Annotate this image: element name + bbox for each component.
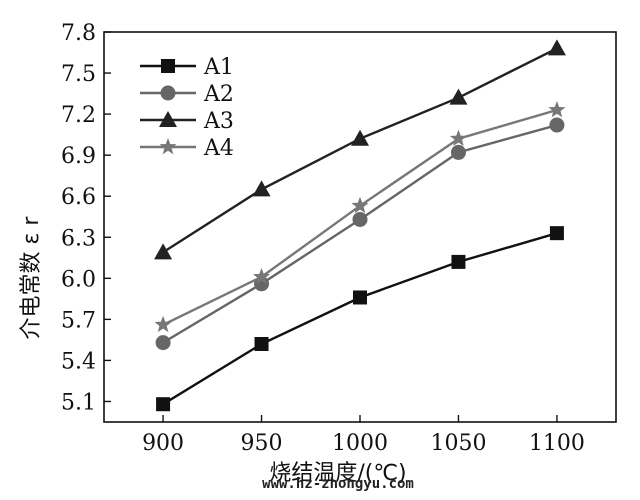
data-point-triangle <box>547 39 566 56</box>
data-point-triangle <box>351 129 369 146</box>
plot-frame <box>103 31 617 423</box>
data-point-triangle <box>154 243 173 260</box>
data-point-star <box>154 315 172 333</box>
x-tick-label: 900 <box>142 431 184 456</box>
y-axis-title: 介电常数 ε r <box>19 216 44 340</box>
y-tick-label: 5.1 <box>61 390 96 415</box>
series-A4 <box>154 101 566 333</box>
y-tick-label: 6.6 <box>61 185 96 210</box>
y-tick-label: 6.9 <box>61 144 96 169</box>
data-point-triangle <box>449 88 468 105</box>
watermark-text: www.hz-zhongyu.com <box>262 476 414 492</box>
series-A1 <box>156 226 564 412</box>
x-tick-label: 1050 <box>430 431 486 456</box>
data-point-square <box>156 397 171 412</box>
legend-marker-square <box>161 59 175 73</box>
x-tick-label: 1100 <box>529 431 585 456</box>
data-point-circle <box>450 144 466 160</box>
data-point-circle <box>155 335 171 351</box>
legend-item-A4: A4 <box>140 136 234 161</box>
y-tick-label: 6.3 <box>61 226 96 251</box>
legend-marker-star <box>159 138 177 155</box>
legend-label: A4 <box>203 136 234 161</box>
y-axis: 5.1 5.4 5.7 6.0 6.3 6.6 6.9 7.2 7.5 7.8 <box>61 21 111 415</box>
y-tick-label: 5.7 <box>61 308 96 333</box>
data-point-circle <box>352 211 368 227</box>
data-point-square <box>353 290 367 305</box>
series-line <box>162 232 558 406</box>
y-tick-label: 7.5 <box>61 62 96 87</box>
x-tick-label: 1000 <box>332 431 388 456</box>
legend-marker-triangle <box>159 111 177 127</box>
data-point-triangle <box>252 180 271 197</box>
data-point-star <box>548 101 566 118</box>
legend-item-A1: A1 <box>140 55 234 80</box>
x-axis: 900 950 1000 1050 1100 <box>142 415 585 456</box>
data-point-square <box>451 254 466 269</box>
data-point-star <box>351 196 369 214</box>
legend-item-A2: A2 <box>140 82 234 107</box>
y-tick-label: 7.2 <box>61 103 96 128</box>
data-point-square <box>254 337 269 351</box>
data-point-star <box>449 129 468 147</box>
legend-label: A3 <box>203 109 234 134</box>
data-point-star <box>252 267 271 285</box>
x-axis-title: 烧结温度/(℃) <box>269 461 406 486</box>
data-point-circle <box>549 117 565 133</box>
legend-label: A2 <box>203 82 234 107</box>
series-layer <box>154 39 566 412</box>
series-A2 <box>155 117 565 351</box>
y-tick-label: 7.8 <box>61 21 96 46</box>
series-A3 <box>154 39 566 260</box>
y-tick-label: 6.0 <box>61 267 96 292</box>
data-point-square <box>549 226 564 241</box>
legend-item-A3: A3 <box>140 109 234 134</box>
x-tick-label: 950 <box>241 431 283 456</box>
plot-border <box>103 31 617 423</box>
y-tick-label: 5.4 <box>61 349 96 374</box>
legend-marker-circle <box>160 85 176 101</box>
legend-label: A1 <box>203 55 234 80</box>
